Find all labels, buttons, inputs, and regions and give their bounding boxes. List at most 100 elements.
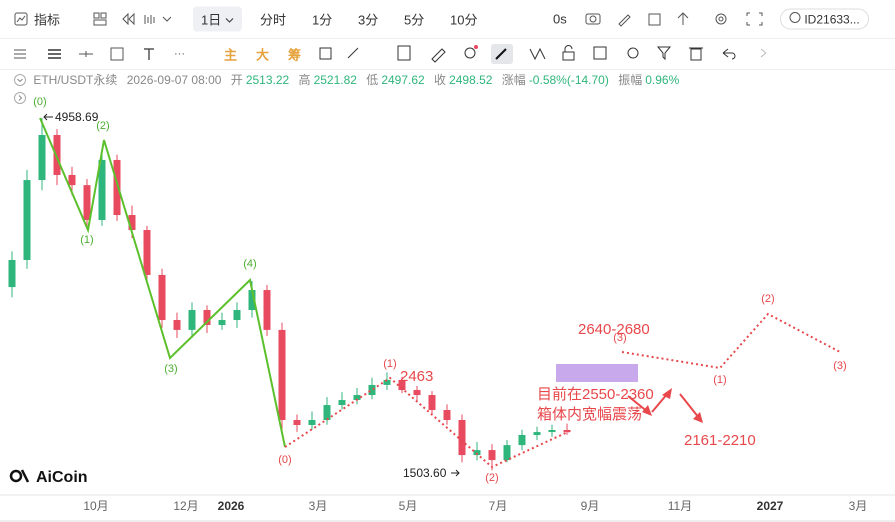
x-tick-label: 3月: [849, 499, 868, 513]
period-option[interactable]: 5分: [404, 12, 425, 28]
expand-icon[interactable]: [14, 92, 26, 104]
wave-label: (3): [164, 363, 177, 375]
wave-label: (3): [613, 332, 626, 344]
wave-label: (1): [383, 358, 396, 370]
pointer: [451, 469, 460, 477]
candle-body: [338, 400, 346, 406]
period-option[interactable]: 10分: [450, 12, 478, 28]
x-tick-label: 3月: [309, 499, 328, 513]
value: -0.58%(-14.70): [528, 73, 609, 87]
candle-body: [98, 159, 106, 221]
wave-label: (1): [80, 234, 93, 246]
account-icon: [789, 12, 801, 23]
arrow-head: [642, 405, 652, 416]
account-id: ID21633...: [804, 12, 860, 27]
drawing-toolbar: ··· 主 大 筹: [0, 39, 895, 70]
candle-body: [548, 430, 556, 433]
value: 2498.52: [449, 73, 493, 87]
x-tick-label: 2027: [757, 499, 784, 513]
candle-body: [323, 405, 331, 421]
main-chart-toggle[interactable]: 主: [224, 47, 238, 63]
period-option[interactable]: 分时: [260, 12, 287, 28]
candle-body: [518, 434, 526, 446]
candle-body: [38, 134, 46, 181]
chevron: [225, 18, 234, 23]
wave-label: (2): [96, 120, 109, 132]
big-order-toggle[interactable]: 大: [256, 47, 270, 63]
value: 2521.82: [313, 73, 357, 87]
candle-body: [293, 420, 301, 426]
logo-mark: [20, 469, 30, 483]
candle-body: [308, 420, 316, 426]
indicator-icon: [14, 12, 28, 26]
arrow: [651, 392, 669, 413]
candle-body: [353, 395, 361, 401]
candle-body: [23, 180, 31, 260]
price-label: 1503.60: [403, 466, 447, 480]
candle-body: [143, 230, 151, 275]
candle-body: [413, 390, 421, 396]
period-select[interactable]: 1日: [193, 6, 242, 32]
candle-body: [83, 185, 91, 221]
countdown[interactable]: 0s: [553, 11, 567, 27]
arrow-head: [693, 412, 703, 423]
x-tick-label: 11月: [668, 499, 692, 513]
period-option[interactable]: 3分: [358, 12, 379, 28]
period-label: 1日: [201, 12, 222, 28]
candle-body: [368, 384, 376, 396]
candle-body: [188, 310, 196, 330]
candle-body: [248, 290, 256, 311]
candle-body: [398, 379, 406, 391]
period-option[interactable]: 1分: [312, 12, 333, 28]
account-button[interactable]: ID21633...: [780, 8, 869, 30]
label: 振幅: [618, 73, 643, 87]
wave-line: [39, 117, 286, 448]
target-label: 2161-2210: [684, 432, 756, 449]
value: 0.96%: [645, 73, 680, 87]
wave-label: (2): [761, 293, 774, 305]
logo: AiCoin: [9, 469, 88, 486]
wave-label: (3): [833, 360, 846, 372]
symbol: ETH/USDT永续: [33, 73, 118, 87]
logo-mark: [9, 469, 23, 483]
x-tick-label: 9月: [581, 499, 600, 513]
price-label: 4958.69: [55, 110, 99, 124]
label: 高: [298, 73, 311, 87]
x-tick-label: 10月: [83, 499, 108, 513]
label: 收: [434, 73, 447, 87]
candle-body: [428, 395, 436, 411]
candle-body: [278, 329, 286, 421]
wave-line: [284, 376, 573, 469]
svg-text:···: ···: [174, 48, 185, 60]
chips-toggle[interactable]: 筹: [288, 47, 302, 63]
time: 2026-09-07 08:00: [126, 73, 222, 87]
candle-body: [263, 290, 271, 330]
wave-line: [621, 312, 841, 370]
range-box: [556, 364, 638, 382]
target-label: 2640-2680: [578, 321, 650, 338]
collapse-icon[interactable]: [14, 74, 26, 86]
candle-body: [203, 310, 211, 326]
candle-body: [503, 445, 511, 461]
toolbar-right-icons: [585, 12, 763, 27]
top-toolbar: 指标 1日 分时 1分 3分 5分 10分 0s ID21633...: [0, 0, 895, 39]
wave-label: (4): [243, 258, 256, 270]
indicator-button[interactable]: 指标: [34, 12, 61, 28]
candle-body: [173, 320, 181, 330]
level-label: 2463: [400, 368, 433, 385]
label: 开: [230, 73, 243, 87]
note-label: 目前在2550-2360: [537, 386, 654, 403]
draw-tools-left: ···: [14, 47, 185, 61]
candle-body: [533, 432, 541, 435]
candle-body: [233, 310, 241, 321]
candle-body: [383, 379, 391, 385]
candle-body: [68, 174, 76, 186]
label: 涨幅: [501, 73, 526, 87]
candle-body: [53, 134, 61, 175]
wave-label: (0): [278, 454, 291, 466]
wave-label: (2): [485, 472, 498, 484]
arrow: [627, 395, 649, 413]
candle-body: [113, 159, 121, 216]
arrow-head: [662, 388, 672, 399]
